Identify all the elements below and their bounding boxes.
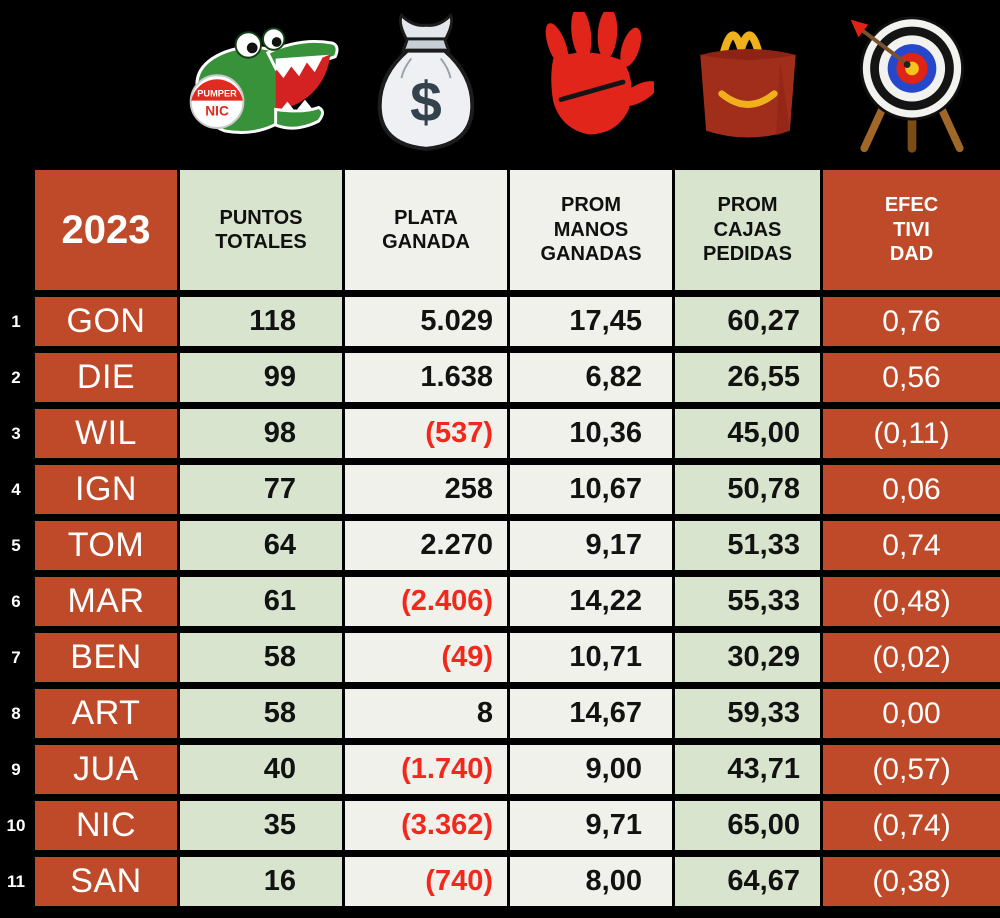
prom-manos-ganadas-cell: 14,67 [510,689,672,738]
prom-manos-ganadas-cell: 17,45 [510,297,672,346]
puntos-totales-cell: 98 [180,409,342,458]
score-table: 2023 PUNTOS TOTALES PLATA GANADA PROM MA… [0,170,1000,906]
prom-manos-ganadas-cell: 10,67 [510,465,672,514]
row-rank: 7 [11,647,21,667]
prom-cajas-pedidas-cell: 26,55 [675,353,820,402]
col-header-prom-cajas-pedidas: PROM CAJAS PEDIDAS [675,170,820,290]
efectividad-cell: 0,06 [823,465,1000,514]
prom-cajas-pedidas-cell: 65,00 [675,801,820,850]
prom-manos-ganadas-cell: 14,22 [510,577,672,626]
efectividad-cell: 0,00 [823,689,1000,738]
player-name-cell: MAR [35,577,177,626]
prom-manos-ganadas-cell: 10,71 [510,633,672,682]
efectividad-cell: (0,11) [823,409,1000,458]
red-hand-icon [528,12,654,158]
plata-ganada-cell: 1.638 [345,353,507,402]
player-name-cell: NIC [35,801,177,850]
puntos-totales-cell: 118 [180,297,342,346]
prom-manos-ganadas-cell: 9,71 [510,801,672,850]
prom-manos-ganadas-cell: 6,82 [510,353,672,402]
prom-cajas-pedidas-cell: 59,33 [675,689,820,738]
col-header-plata-ganada: PLATA GANADA [345,170,507,290]
pumpernic-logo-icon: PUMPER NIC [178,11,344,159]
puntos-totales-cell: 40 [180,745,342,794]
row-rank: 9 [11,759,21,779]
player-name-cell: DIE [35,353,177,402]
col-header-efectividad: EFEC TIVI DAD [823,170,1000,290]
row-rank: 10 [6,815,26,835]
player-name-cell: BEN [35,633,177,682]
efectividad-cell: 0,56 [823,353,1000,402]
player-name-cell: WIL [35,409,177,458]
row-rank: 11 [7,871,25,891]
puntos-totales-cell: 35 [180,801,342,850]
icons-row: PUMPER NIC $ [0,0,1000,170]
plata-ganada-cell: (740) [345,857,507,906]
player-name-cell: IGN [35,465,177,514]
puntos-totales-cell: 16 [180,857,342,906]
row-rank: 5 [11,535,21,555]
efectividad-cell: (0,48) [823,577,1000,626]
plata-ganada-cell: (2.406) [345,577,507,626]
puntos-totales-cell: 58 [180,633,342,682]
plata-ganada-cell: (1.740) [345,745,507,794]
player-name-cell: TOM [35,521,177,570]
prom-cajas-pedidas-cell: 64,67 [675,857,820,906]
efectividad-cell: (0,02) [823,633,1000,682]
prom-cajas-pedidas-cell: 30,29 [675,633,820,682]
row-rank: 2 [11,367,21,387]
puntos-totales-cell: 58 [180,689,342,738]
money-bag-dollar-symbol: $ [410,70,442,134]
prom-manos-ganadas-cell: 8,00 [510,857,672,906]
prom-cajas-pedidas-cell: 50,78 [675,465,820,514]
plata-ganada-cell: 258 [345,465,507,514]
player-name-cell: JUA [35,745,177,794]
money-bag-icon: $ [372,11,480,159]
row-rank: 8 [11,703,21,723]
prom-cajas-pedidas-cell: 51,33 [675,521,820,570]
prom-cajas-pedidas-cell: 55,33 [675,577,820,626]
prom-cajas-pedidas-cell: 43,71 [675,745,820,794]
efectividad-cell: 0,76 [823,297,1000,346]
puntos-totales-cell: 99 [180,353,342,402]
player-name-cell: ART [35,689,177,738]
player-name-cell: GON [35,297,177,346]
plata-ganada-cell: 5.029 [345,297,507,346]
prom-cajas-pedidas-cell: 45,00 [675,409,820,458]
rank-column-header-spacer [0,170,32,290]
puntos-totales-cell: 61 [180,577,342,626]
row-rank: 4 [11,479,21,499]
year-header: 2023 [35,170,177,290]
plata-ganada-cell: (49) [345,633,507,682]
pumpernic-badge-bottom-text: NIC [205,103,229,118]
plata-ganada-cell: (3.362) [345,801,507,850]
efectividad-cell: 0,74 [823,521,1000,570]
efectividad-cell: (0,57) [823,745,1000,794]
row-rank: 1 [11,311,21,331]
prom-manos-ganadas-cell: 10,36 [510,409,672,458]
prom-manos-ganadas-cell: 9,00 [510,745,672,794]
prom-manos-ganadas-cell: 9,17 [510,521,672,570]
prom-cajas-pedidas-cell: 60,27 [675,297,820,346]
row-rank: 3 [11,423,21,443]
puntos-totales-cell: 64 [180,521,342,570]
puntos-totales-cell: 77 [180,465,342,514]
plata-ganada-cell: 8 [345,689,507,738]
plata-ganada-cell: 2.270 [345,521,507,570]
plata-ganada-cell: (537) [345,409,507,458]
col-header-puntos-totales: PUNTOS TOTALES [180,170,342,290]
player-name-cell: SAN [35,857,177,906]
row-rank: 6 [11,591,21,611]
efectividad-cell: (0,38) [823,857,1000,906]
happy-meal-box-icon [684,12,812,158]
target-icon [839,11,985,159]
efectividad-cell: (0,74) [823,801,1000,850]
col-header-prom-manos-ganadas: PROM MANOS GANADAS [510,170,672,290]
pumpernic-badge-top-text: PUMPER [197,89,237,99]
